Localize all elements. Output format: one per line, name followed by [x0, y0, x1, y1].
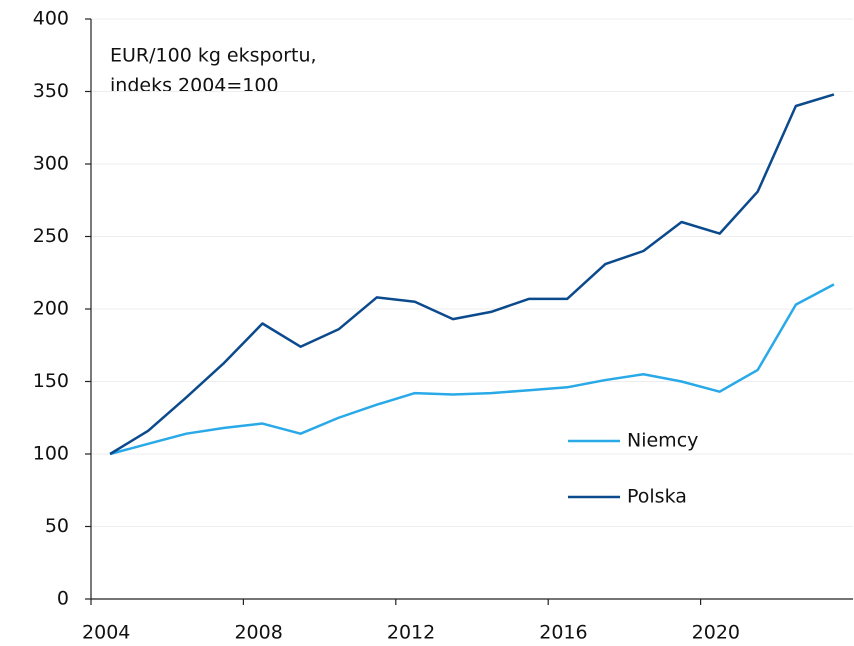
line — [109, 283, 835, 456]
y-tick-label: 400 — [33, 8, 69, 30]
annotation: EUR/100 kg eksportu, — [110, 45, 317, 67]
y-tick-label: 350 — [33, 80, 69, 102]
annotation: indeks 2004=100 — [110, 75, 279, 97]
line — [109, 93, 835, 456]
x-tick-label: 2008 — [234, 622, 282, 644]
x-tick-label: 2020 — [692, 622, 740, 644]
y-tick-label: 50 — [45, 515, 69, 537]
x-tick-label: 2012 — [387, 622, 435, 644]
y-tick-label: 300 — [33, 153, 69, 175]
legend-label: Niemcy — [627, 430, 698, 452]
y-tick-label: 100 — [33, 443, 69, 465]
y-tick-label: 0 — [57, 588, 69, 610]
y-tick-label: 200 — [33, 298, 69, 320]
y-tick-label: 150 — [33, 370, 69, 392]
legend-label: Polska — [627, 486, 687, 508]
x-tick-label: 2004 — [82, 622, 130, 644]
x-tick-label: 2016 — [539, 622, 587, 644]
y-tick-label: 250 — [33, 225, 69, 247]
